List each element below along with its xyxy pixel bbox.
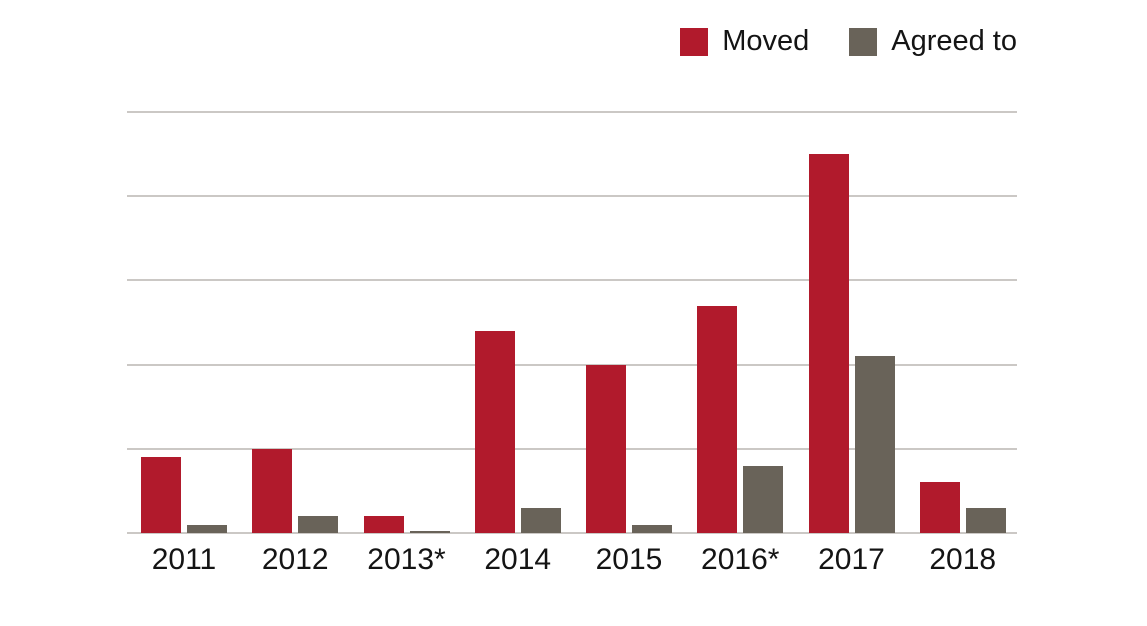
- legend: Moved Agreed to: [680, 27, 1017, 56]
- legend-item-agreed: Agreed to: [849, 27, 1017, 56]
- x-axis-tick-2017: 2017: [818, 543, 885, 576]
- x-axis-tick-2013: 2013*: [367, 543, 446, 576]
- x-axis-tick-2015: 2015: [595, 543, 663, 576]
- bar-moved-2016: [697, 306, 738, 533]
- bar-agreed-to-2016: [743, 466, 784, 533]
- gridline-y-20: [127, 363, 1017, 366]
- agreed-swatch-icon: [849, 27, 878, 56]
- bar-agreed-to-2012: [298, 516, 339, 533]
- bar-agreed-to-2015: [632, 525, 672, 533]
- x-axis-tick-2018: 2018: [929, 543, 997, 576]
- bar-moved-2011: [141, 457, 181, 533]
- x-axis-tick-2012: 2012: [261, 543, 329, 576]
- x-axis-tick-2016: 2016*: [701, 543, 780, 576]
- bar-moved-2017: [808, 154, 849, 533]
- legend-label-moved: Moved: [722, 25, 810, 57]
- legend-label-agreed: Agreed to: [891, 25, 1017, 57]
- gridline-y-0: [127, 532, 1017, 534]
- plot-area: 01020304050201120122013*201420152016*201…: [127, 111, 1017, 575]
- legend-item-moved: Moved: [680, 27, 809, 56]
- x-axis-tick-2014: 2014: [484, 543, 552, 576]
- x-axis-tick-2011: 2011: [151, 543, 217, 576]
- bar-moved-2012: [252, 449, 293, 533]
- moved-swatch-icon: [680, 27, 709, 56]
- gridline-y-10: [127, 447, 1017, 450]
- bar-moved-2014: [474, 331, 515, 533]
- bar-moved-2013: [363, 516, 404, 533]
- gridline-y-30: [127, 279, 1017, 282]
- bar-agreed-to-2018: [965, 508, 1006, 533]
- bar-moved-2018: [919, 482, 960, 533]
- bar-agreed-to-2014: [520, 508, 561, 533]
- bar-agreed-to-2011: [187, 525, 227, 533]
- gridline-y-40: [127, 195, 1017, 198]
- bar-agreed-to-2013: [409, 531, 450, 533]
- bar-agreed-to-2017: [854, 356, 895, 533]
- gridline-y-50: [127, 111, 1017, 113]
- bar-moved-2015: [586, 365, 626, 533]
